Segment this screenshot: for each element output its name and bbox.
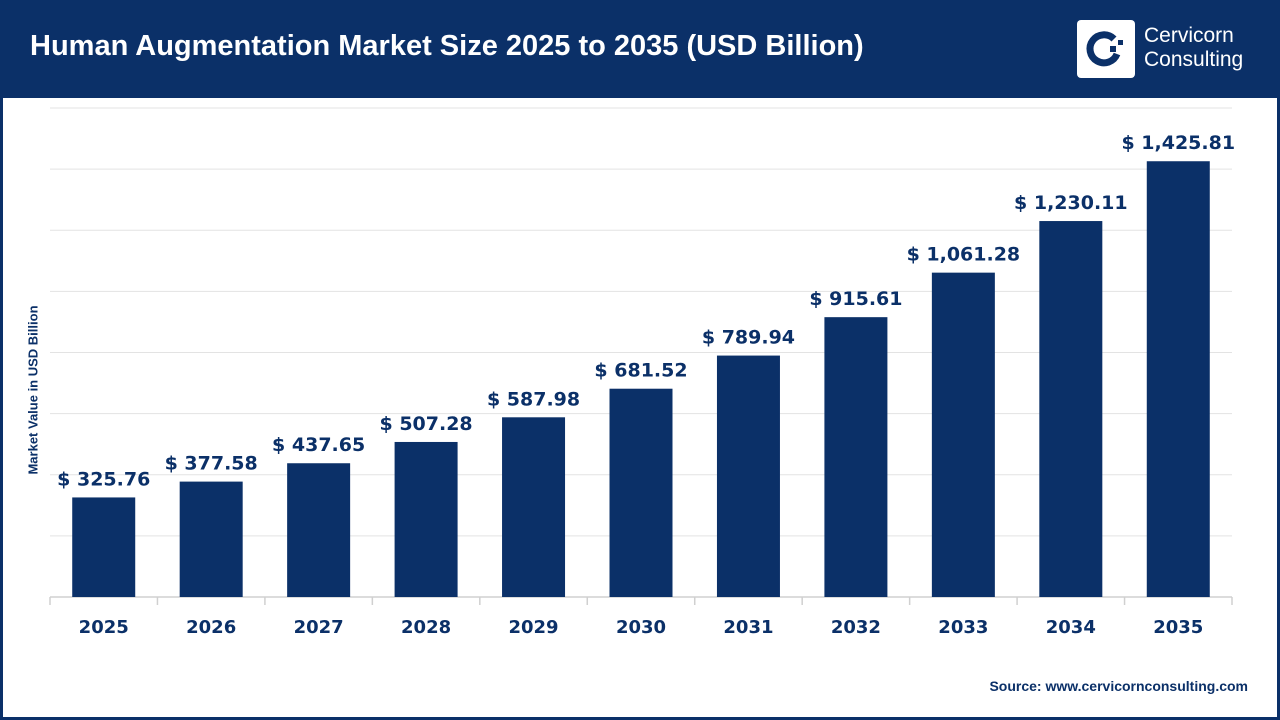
x-tick-label: 2035 xyxy=(1153,617,1203,638)
bar-2029 xyxy=(502,417,566,597)
x-tick-label: 2032 xyxy=(831,617,881,638)
bar-2027 xyxy=(287,463,351,597)
x-tick-label: 2029 xyxy=(508,617,558,638)
cervicorn-logo-icon xyxy=(1077,20,1135,78)
data-label: $ 1,425.81 xyxy=(1121,132,1235,154)
data-label: $ 377.58 xyxy=(165,453,258,475)
chart-title: Human Augmentation Market Size 2025 to 2… xyxy=(30,30,864,62)
bar-2025 xyxy=(72,497,136,597)
header-bar: Human Augmentation Market Size 2025 to 2… xyxy=(0,0,1280,98)
bar-2035 xyxy=(1146,161,1210,597)
data-label: $ 587.98 xyxy=(487,388,580,410)
x-tick-label: 2027 xyxy=(294,617,344,638)
bar-2032 xyxy=(824,317,888,597)
bar-2028 xyxy=(394,441,458,597)
logo-text: Cervicorn Consulting xyxy=(1144,24,1243,72)
bar-2030 xyxy=(609,388,673,597)
bar-2033 xyxy=(931,272,995,597)
x-tick-label: 2025 xyxy=(79,617,129,638)
logo-line-2: Consulting xyxy=(1144,48,1244,71)
data-label: $ 681.52 xyxy=(594,360,687,382)
data-label: $ 789.94 xyxy=(702,327,795,349)
logo-line-1: Cervicorn xyxy=(1144,24,1234,47)
data-label: $ 507.28 xyxy=(380,413,473,435)
data-label: $ 1,061.28 xyxy=(907,244,1021,266)
bar-2026 xyxy=(179,481,243,597)
bar-2031 xyxy=(716,355,780,597)
data-label: $ 437.65 xyxy=(272,434,365,456)
x-tick-label: 2033 xyxy=(938,617,988,638)
x-tick-label: 2031 xyxy=(723,617,773,638)
x-tick-label: 2026 xyxy=(186,617,236,638)
bar-2034 xyxy=(1039,221,1103,597)
data-label: $ 1,230.11 xyxy=(1014,192,1128,214)
source-text: Source: www.cervicornconsulting.com xyxy=(989,678,1248,694)
data-label: $ 325.76 xyxy=(57,468,150,490)
x-tick-label: 2030 xyxy=(616,617,666,638)
data-label: $ 915.61 xyxy=(809,288,902,310)
x-tick-label: 2028 xyxy=(401,617,451,638)
x-tick-label: 2034 xyxy=(1046,617,1096,638)
